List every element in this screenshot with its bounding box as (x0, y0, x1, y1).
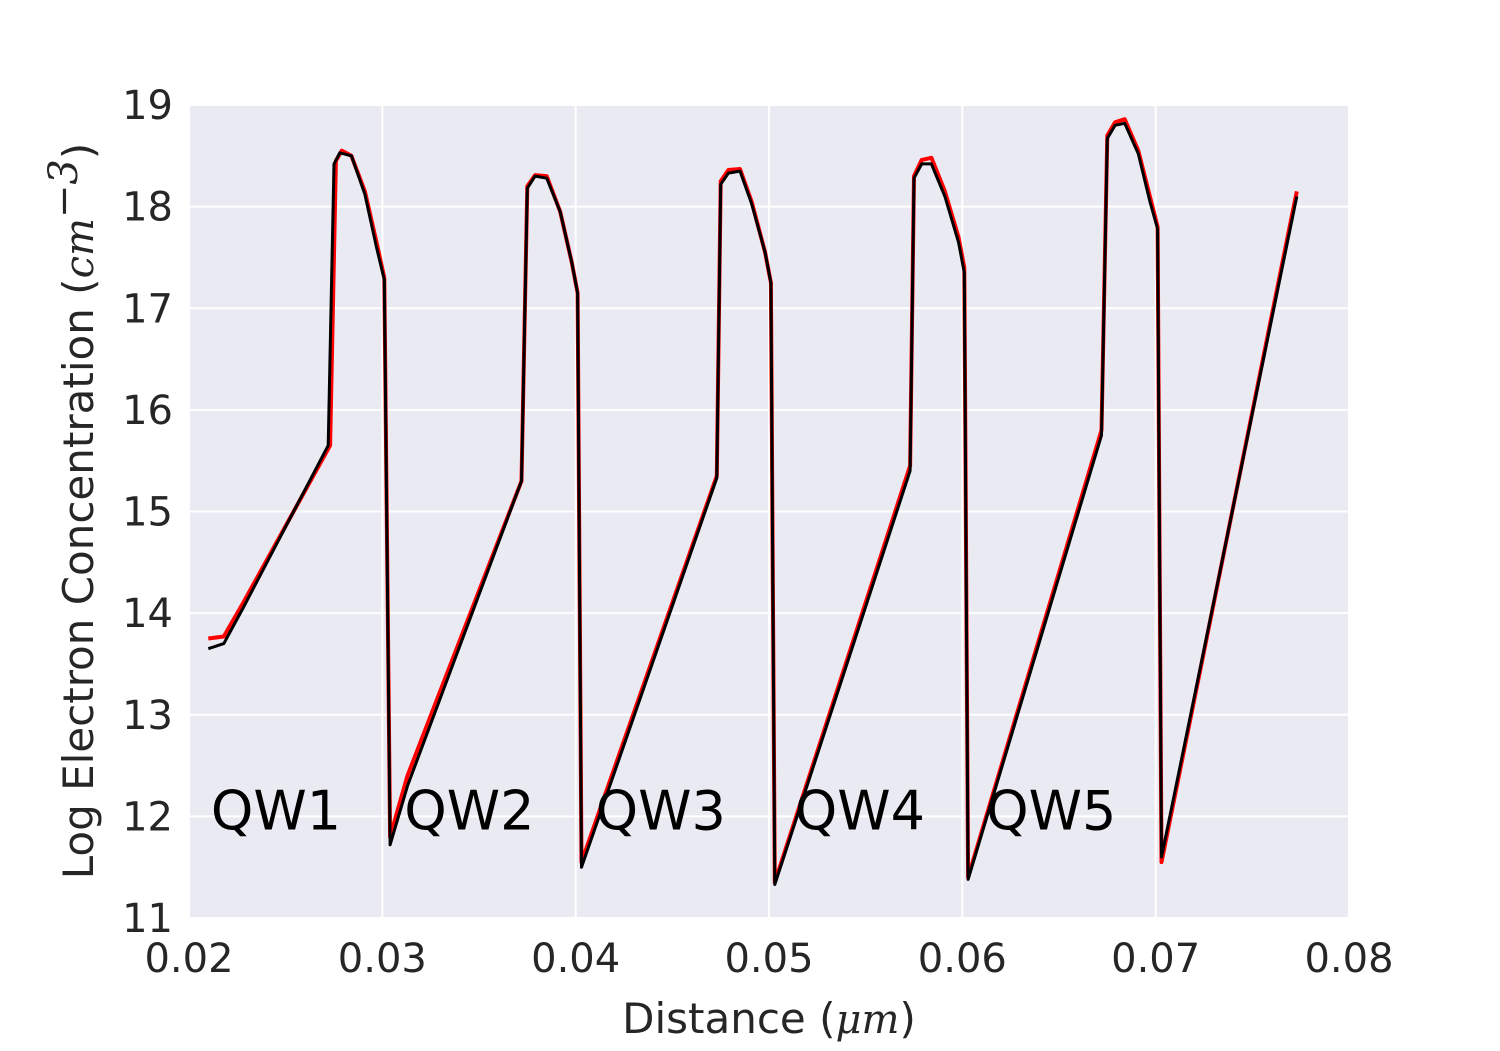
annotation-qw2: QW2 (404, 779, 534, 842)
series-layer (207, 117, 1299, 886)
x-tick-label: 0.07 (1111, 936, 1200, 982)
annotation-qw4: QW4 (795, 779, 925, 842)
y-axis-label-unit: cm (57, 218, 103, 278)
x-tick-label: 0.02 (144, 936, 233, 982)
y-axis-label-unit-exponent: −3 (41, 159, 87, 218)
x-axis-label-close-paren: ) (899, 994, 915, 1043)
y-tick-label: 18 (122, 185, 173, 231)
annotation-qw5: QW5 (986, 779, 1116, 842)
y-tick-labels: 11 12 13 14 15 16 17 18 19 (122, 83, 173, 942)
series-line-2 (207, 121, 1299, 886)
y-axis-label-open-paren: ( (54, 278, 103, 308)
y-tick-label: 11 (122, 896, 173, 942)
annotation-qw3: QW3 (596, 779, 726, 842)
x-tick-label: 0.03 (338, 936, 427, 982)
y-tick-label: 16 (122, 388, 173, 434)
annotation-qw1: QW1 (211, 779, 341, 842)
x-axis-label: Distance (μm) (622, 994, 916, 1043)
y-tick-label: 19 (122, 83, 173, 129)
y-axis-label: Log Electron Concentration (cm−3) (41, 143, 103, 880)
y-axis-label-close-paren: ) (54, 143, 103, 159)
x-axis-label-text: Distance (622, 994, 806, 1043)
y-axis-label-text: Log Electron Concentration (54, 308, 103, 879)
x-tick-label: 0.05 (724, 936, 813, 982)
x-axis-label-open-paren: ( (806, 994, 836, 1043)
x-axis-label-unit: μm (836, 997, 900, 1043)
grid (188, 104, 1350, 919)
y-tick-label: 14 (122, 591, 173, 637)
x-tick-labels: 0.02 0.03 0.04 0.05 0.06 0.07 0.08 (144, 936, 1393, 982)
y-tick-label: 13 (122, 693, 173, 739)
y-tick-label: 12 (122, 794, 173, 840)
y-tick-label: 15 (122, 490, 173, 536)
x-tick-label: 0.04 (531, 936, 620, 982)
x-tick-label: 0.08 (1304, 936, 1393, 982)
annotation-layer: QW1 QW2 QW3 QW4 QW5 (211, 779, 1117, 842)
x-tick-label: 0.06 (918, 936, 1007, 982)
y-tick-label: 17 (122, 286, 173, 332)
